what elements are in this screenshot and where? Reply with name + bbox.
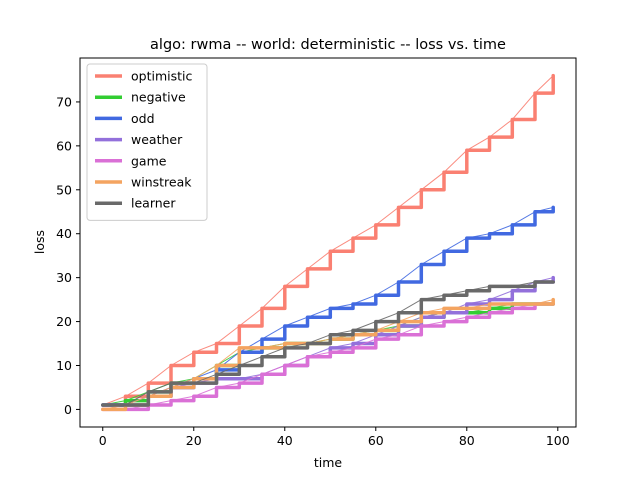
legend-label-weather: weather xyxy=(131,132,183,147)
y-tick-label: 10 xyxy=(56,358,72,373)
x-tick-label: 60 xyxy=(368,433,384,448)
series-trend-optimistic xyxy=(102,75,554,406)
y-tick-label: 70 xyxy=(56,94,72,109)
legend-label-negative: negative xyxy=(131,90,186,105)
legend: optimistic negative odd weather game winstrea… xyxy=(86,63,208,221)
legend-label-odd: odd xyxy=(131,111,155,126)
plot-area xyxy=(101,73,555,412)
x-axis: 0 20 40 60 80 100 xyxy=(99,427,570,448)
chart-title: algo: rwma -- world: deterministic -- lo… xyxy=(150,37,506,53)
x-tick-label: 40 xyxy=(277,433,293,448)
x-tick-label: 0 xyxy=(99,433,107,448)
y-tick-label: 30 xyxy=(56,270,72,285)
y-tick-label: 20 xyxy=(56,314,72,329)
x-tick-label: 20 xyxy=(186,433,202,448)
legend-label-winstreak: winstreak xyxy=(131,175,192,190)
y-tick-label: 50 xyxy=(56,182,72,197)
y-tick-label: 0 xyxy=(64,402,72,417)
plot-frame xyxy=(79,57,577,428)
legend-label-learner: learner xyxy=(131,196,176,211)
x-tick-label: 80 xyxy=(459,433,475,448)
legend-label-optimistic: optimistic xyxy=(131,69,192,84)
legend-label-game: game xyxy=(131,153,167,168)
x-tick-label: 100 xyxy=(546,433,570,448)
y-tick-label: 60 xyxy=(56,138,72,153)
series-trend-game xyxy=(102,303,554,410)
y-tick-label: 40 xyxy=(56,226,72,241)
x-axis-label: time xyxy=(314,455,343,470)
y-axis: 0 10 20 30 40 50 60 70 xyxy=(56,94,80,417)
y-axis-label: loss xyxy=(32,230,47,254)
series-trend-learner xyxy=(102,281,554,406)
